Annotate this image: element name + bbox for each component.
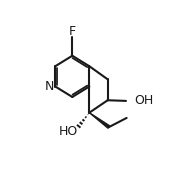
Text: F: F — [69, 25, 76, 38]
Polygon shape — [89, 113, 110, 128]
Text: OH: OH — [134, 94, 154, 107]
Text: N: N — [44, 80, 54, 93]
Text: HO: HO — [59, 125, 78, 138]
